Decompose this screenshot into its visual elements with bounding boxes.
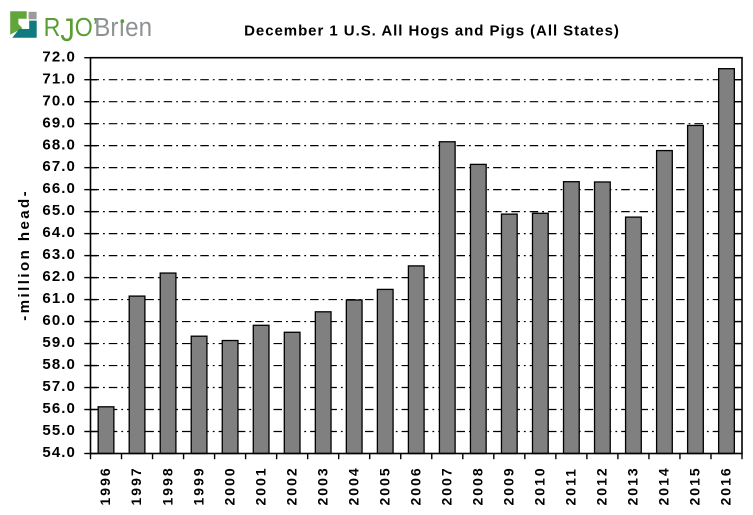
svg-text:69.0: 69.0	[42, 114, 76, 131]
svg-text:58.0: 58.0	[42, 356, 76, 373]
svg-text:68.0: 68.0	[42, 136, 76, 153]
svg-text:71.0: 71.0	[42, 70, 76, 87]
svg-text:2012: 2012	[594, 466, 610, 505]
svg-text:54.0: 54.0	[42, 444, 76, 461]
svg-text:December 1 U.S. All Hogs and P: December 1 U.S. All Hogs and Pigs (All S…	[244, 22, 620, 39]
svg-text:66.0: 66.0	[42, 180, 76, 197]
svg-text:61.0: 61.0	[42, 290, 76, 307]
svg-text:2010: 2010	[532, 466, 548, 505]
svg-text:1997: 1997	[128, 466, 144, 505]
svg-text:1999: 1999	[190, 466, 206, 505]
svg-text:70.0: 70.0	[42, 92, 76, 109]
svg-text:1998: 1998	[159, 466, 175, 505]
svg-text:2004: 2004	[345, 466, 361, 505]
svg-text:59.0: 59.0	[42, 334, 76, 351]
svg-text:2007: 2007	[438, 466, 454, 505]
svg-text:2001: 2001	[252, 466, 268, 505]
svg-text:57.0: 57.0	[42, 378, 76, 395]
svg-text:2002: 2002	[283, 466, 299, 505]
svg-text:2008: 2008	[470, 466, 486, 505]
svg-text:2006: 2006	[407, 466, 423, 505]
svg-text:2013: 2013	[625, 466, 641, 505]
svg-text:2014: 2014	[656, 466, 672, 505]
svg-text:64.0: 64.0	[42, 224, 76, 241]
svg-text:2005: 2005	[376, 466, 392, 505]
svg-text:2015: 2015	[687, 466, 703, 505]
svg-text:1996: 1996	[97, 466, 113, 505]
svg-text:63.0: 63.0	[42, 246, 76, 263]
svg-text:67.0: 67.0	[42, 158, 76, 175]
svg-text:Brıen: Brıen	[94, 13, 152, 42]
svg-text:2009: 2009	[501, 466, 517, 505]
svg-text:72.0: 72.0	[42, 48, 76, 65]
svg-text:-million head-: -million head-	[16, 189, 33, 321]
svg-text:2011: 2011	[563, 467, 579, 505]
svg-text:2016: 2016	[718, 466, 734, 505]
svg-text:65.0: 65.0	[42, 202, 76, 219]
svg-text:2000: 2000	[221, 466, 237, 505]
svg-text:RJO’: RJO’	[44, 11, 98, 48]
svg-text:60.0: 60.0	[42, 312, 76, 329]
svg-text:62.0: 62.0	[42, 268, 76, 285]
svg-text:55.0: 55.0	[42, 422, 76, 439]
svg-text:2003: 2003	[314, 466, 330, 505]
svg-text:56.0: 56.0	[42, 400, 76, 417]
